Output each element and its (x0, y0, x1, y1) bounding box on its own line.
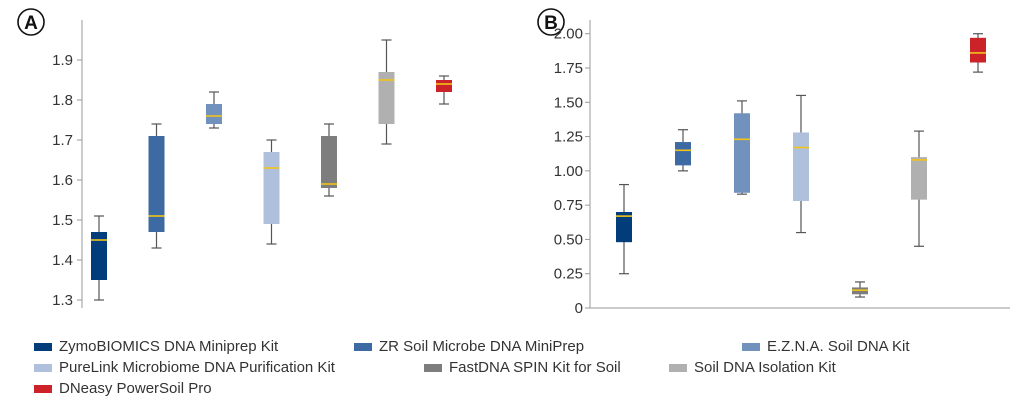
box-iqr (321, 136, 337, 188)
y-tick-label: 1.3 (52, 292, 73, 309)
y-tick-label: 1.7 (52, 132, 73, 149)
y-tick-label: 0.50 (554, 231, 583, 248)
box-5 (378, 39, 395, 145)
box-3 (263, 139, 280, 245)
y-tick-label: 1.6 (52, 172, 73, 189)
legend-label-dneasy: DNeasy PowerSoil Pro (59, 380, 212, 397)
box-iqr (91, 232, 107, 280)
legend-item-dneasy: DNeasy PowerSoil Pro (34, 380, 212, 397)
box-iqr (436, 80, 452, 92)
legend-swatch-zr-soil (354, 342, 372, 351)
box-iqr (263, 152, 280, 224)
legend-swatch-soil-dna-isolation (669, 363, 687, 372)
box-4 (852, 281, 868, 298)
box-4 (321, 123, 337, 197)
y-tick-label: 1.5 (52, 212, 73, 229)
box-iqr (970, 37, 986, 63)
panel-label-circle (537, 8, 565, 36)
box-2 (734, 100, 750, 195)
legend-label-fastdna: FastDNA SPIN Kit for Soil (449, 359, 621, 376)
legend-label-soil-dna-isolation: Soil DNA Isolation Kit (694, 359, 836, 376)
y-tick-label: 0 (575, 300, 583, 317)
chart-panel-b: B 0 0.25 0.50 0.75 1.00 1.25 1.50 1.75 2.00 (537, 8, 1010, 317)
box-iqr (206, 104, 222, 124)
box-0 (91, 215, 107, 301)
panel-label: A (24, 13, 38, 34)
panel-label-circle (17, 8, 45, 36)
legend-label-zr-soil: ZR Soil Microbe DNA MiniPrep (379, 338, 585, 355)
legend-item-ezna: E.Z.N.A. Soil DNA Kit (742, 338, 910, 355)
panel-label: B (544, 13, 558, 34)
box-iqr (675, 142, 691, 166)
box-2 (206, 91, 222, 129)
legend-label-zymobiomics: ZymoBIOMICS DNA Miniprep Kit (59, 338, 279, 355)
y-tick-label: 0.75 (554, 197, 583, 214)
box-0 (616, 183, 632, 275)
legend-swatch-fastdna (424, 363, 442, 372)
y-tick-label: 2.00 (554, 26, 583, 43)
legend-swatch-dneasy (34, 384, 52, 393)
box-iqr (911, 157, 927, 200)
box-iqr (148, 136, 165, 232)
legend-item-purelink: PureLink Microbiome DNA Purification Kit (34, 359, 424, 376)
box-1 (148, 123, 165, 249)
y-tick-label: 1.00 (554, 163, 583, 180)
y-tick-label: 1.25 (554, 129, 583, 146)
box-iqr (378, 72, 395, 124)
legend-label-ezna: E.Z.N.A. Soil DNA Kit (767, 338, 910, 355)
y-tick-label: 1.4 (52, 252, 73, 269)
box-iqr (734, 113, 750, 193)
legend-row-1: ZymoBIOMICS DNA Miniprep Kit ZR Soil Mic… (34, 336, 1004, 357)
legend-row-2: PureLink Microbiome DNA Purification Kit… (34, 357, 1004, 378)
y-tick-label: 0.25 (554, 266, 583, 283)
legend-label-purelink: PureLink Microbiome DNA Purification Kit (59, 359, 335, 376)
box-5 (911, 130, 927, 247)
legend-item-fastdna: FastDNA SPIN Kit for Soil (424, 359, 669, 376)
box-6 (970, 33, 986, 73)
box-iqr (616, 212, 632, 243)
box-3 (793, 94, 809, 234)
legend-swatch-zymobiomics (34, 342, 52, 351)
y-tick-label: 1.9 (52, 52, 73, 69)
box-6 (436, 75, 452, 105)
legend-swatch-purelink (34, 363, 52, 372)
legend-item-soil-dna-isolation: Soil DNA Isolation Kit (669, 359, 836, 376)
legend-row-3: DNeasy PowerSoil Pro (34, 378, 1004, 399)
legend-item-zr-soil: ZR Soil Microbe DNA MiniPrep (354, 338, 742, 355)
y-tick-label: 1.75 (554, 60, 583, 77)
y-tick-label: 1.50 (554, 94, 583, 111)
legend: ZymoBIOMICS DNA Miniprep Kit ZR Soil Mic… (34, 336, 1004, 399)
chart-panel-a: A 1.3 1.4 1.5 1.6 1.7 1.8 1.9 (17, 8, 452, 309)
legend-item-zymobiomics: ZymoBIOMICS DNA Miniprep Kit (34, 338, 354, 355)
box-1 (675, 129, 691, 172)
y-tick-label: 1.8 (52, 92, 73, 109)
box-iqr (793, 132, 809, 202)
legend-swatch-ezna (742, 342, 760, 351)
